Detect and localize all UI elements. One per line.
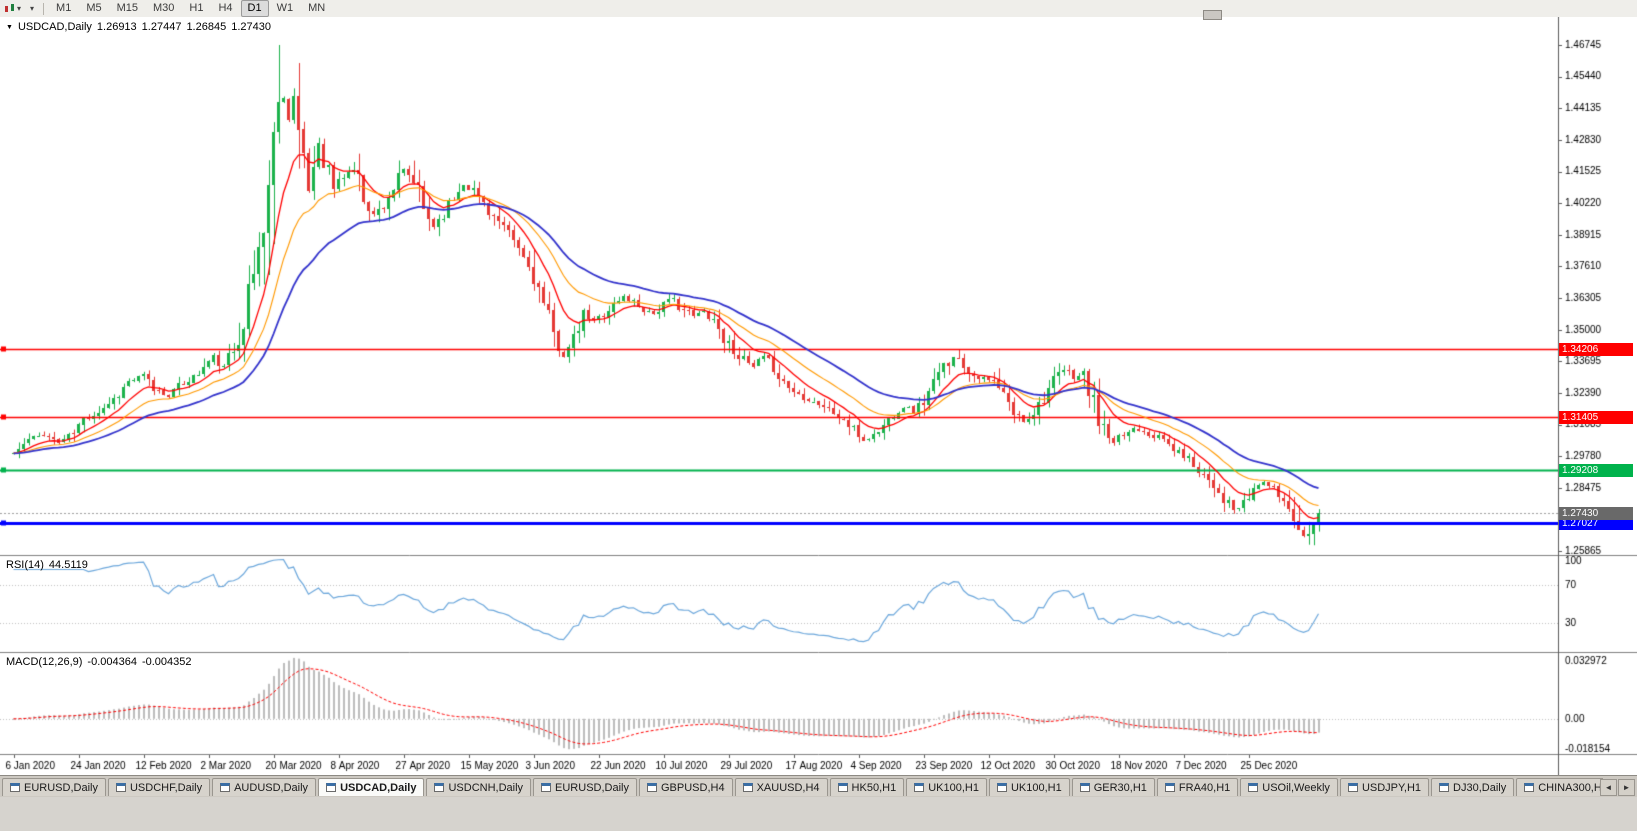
tab-scroll-buttons: ◄ ► xyxy=(1599,779,1635,796)
chart-tab-gbpusd-h4[interactable]: GBPUSD,H4 xyxy=(639,778,733,796)
ohlc-close: 1.27430 xyxy=(231,21,271,33)
chart-tab-label: HK50,H1 xyxy=(851,781,897,794)
macd-value-signal: -0.004352 xyxy=(141,656,192,668)
macd-value-main: -0.004364 xyxy=(87,656,137,668)
chart-tab-label: UK100,H1 xyxy=(1010,781,1062,794)
horizontal-line-price-tag-1.31405[interactable]: 1.31405 xyxy=(1559,411,1633,424)
chart-tab-label: AUDUSD,Daily xyxy=(234,781,309,794)
chart-tab-icon xyxy=(996,783,1007,792)
chart-tab-icon xyxy=(1524,783,1535,792)
chart-tab-icon xyxy=(541,783,552,792)
chart-tab-audusd-daily[interactable]: AUDUSD,Daily xyxy=(212,778,317,796)
timeframe-button-mn[interactable]: MN xyxy=(308,2,326,14)
horizontal-line-price-tag-1.27027[interactable]: 1.27027 xyxy=(1559,517,1633,530)
chart-tab-usdchf-daily[interactable]: USDCHF,Daily xyxy=(107,778,211,796)
chart-tab-label: EURUSD,Daily xyxy=(24,781,98,794)
candlestick-chart-icon xyxy=(5,4,14,12)
macd-indicator-label: MACD(12,26,9) -0.004364 -0.004352 xyxy=(6,656,197,668)
new-chart-button[interactable]: ▾ xyxy=(0,1,25,16)
chart-tab-label: USDCHF,Daily xyxy=(129,781,203,794)
chart-tab-ger30-h1[interactable]: GER30,H1 xyxy=(1071,778,1155,796)
horizontal-line-price-tag-1.34206[interactable]: 1.34206 xyxy=(1559,343,1633,356)
chevron-down-icon: ▾ xyxy=(17,4,22,13)
timeframe-button-h1[interactable]: H1 xyxy=(189,2,204,14)
symbol-dropdown-icon[interactable]: ▼ xyxy=(6,24,13,31)
chart-tab-label: UK100,H1 xyxy=(928,781,979,794)
chart-tab-label: FRA40,H1 xyxy=(1178,781,1231,794)
tabs-scroll-right-button[interactable]: ► xyxy=(1618,779,1635,796)
chart-tab-china300-h1[interactable]: CHINA300,H1 xyxy=(1516,778,1603,796)
tabs-scroll-left-button[interactable]: ◄ xyxy=(1600,779,1617,796)
horizontal-line-price-tag-1.29208[interactable]: 1.29208 xyxy=(1559,464,1633,477)
chart-tab-label: USDCAD,Daily xyxy=(340,781,417,794)
chart-tab-icon xyxy=(914,783,925,792)
timeframe-toolbar: M1 M5 M15 M30 H1 H4 D1 W1 MN xyxy=(49,0,333,17)
chart-tab-label: USDCNH,Daily xyxy=(448,781,524,794)
chart-tab-usoil-weekly[interactable]: USOil,Weekly xyxy=(1240,778,1338,796)
ohlc-high: 1.27447 xyxy=(141,21,182,33)
chart-tab-icon xyxy=(647,783,657,792)
chart-tab-icon xyxy=(10,783,20,792)
timeframe-button-m15[interactable]: M15 xyxy=(116,2,138,14)
timeframe-button-m1[interactable]: M1 xyxy=(56,2,72,14)
chart-tab-icon xyxy=(1439,783,1450,792)
chart-horizontal-scrollbar-thumb[interactable] xyxy=(1203,10,1222,20)
status-bar xyxy=(0,797,1637,831)
chart-tab-icon xyxy=(837,783,848,792)
chart-tab-bar: EURUSD,Daily USDCHF,Daily AUDUSD,Daily USDC… xyxy=(0,775,1637,798)
chart-tab-xauusd-h4[interactable]: XAUUSD,H4 xyxy=(734,778,828,796)
rsi-name: RSI(14) xyxy=(6,559,44,571)
chart-tab-hk50-h1[interactable]: HK50,H1 xyxy=(829,778,905,796)
chart-tab-icon xyxy=(742,783,753,792)
macd-name: MACD(12,26,9) xyxy=(6,656,83,668)
chart-tab-usdcnh-daily[interactable]: USDCNH,Daily xyxy=(426,778,532,796)
chart-ohlc-title: ▼ USDCAD,Daily 1.26913 1.27447 1.26845 1.2743… xyxy=(6,21,276,33)
chart-tab-label: XAUUSD,H4 xyxy=(756,781,820,794)
chart-tab-icon xyxy=(326,783,337,792)
chart-tab-eurusd-daily[interactable]: EURUSD,Daily xyxy=(2,778,106,796)
chart-tab-usdcad-daily[interactable]: USDCAD,Daily xyxy=(318,778,425,796)
timeframe-button-m30[interactable]: M30 xyxy=(153,2,175,14)
chart-tab-label: USOil,Weekly xyxy=(1262,781,1330,794)
chart-tab-icon xyxy=(1248,783,1259,792)
timeframe-button-d1[interactable]: D1 xyxy=(240,0,269,17)
timeframe-button-w1[interactable]: W1 xyxy=(276,2,294,14)
timeframe-button-h4[interactable]: H4 xyxy=(218,2,233,14)
ohlc-open: 1.26913 xyxy=(96,21,137,33)
price-chart-canvas[interactable] xyxy=(0,17,1637,775)
chart-tab-icon xyxy=(115,783,126,792)
chart-tab-label: DJ30,Daily xyxy=(1453,781,1507,794)
chart-tab-uk100-h1[interactable]: UK100,H1 xyxy=(906,778,987,796)
top-toolbar: ▾ ▾ M1 M5 M15 M30 H1 H4 D1 W1 MN xyxy=(0,0,1637,18)
chart-tab-eurusd-daily[interactable]: EURUSD,Daily xyxy=(533,778,637,796)
chart-window: ▼ USDCAD,Daily 1.26913 1.27447 1.26845 1.2743… xyxy=(0,17,1637,775)
profiles-dropdown-button[interactable]: ▾ xyxy=(25,1,38,16)
chart-tab-usdjpy-h1[interactable]: USDJPY,H1 xyxy=(1339,778,1430,796)
timeframe-button-m5[interactable]: M5 xyxy=(86,2,102,14)
chart-tab-label: EURUSD,Daily xyxy=(555,781,629,794)
chart-tabs: EURUSD,Daily USDCHF,Daily AUDUSD,Daily USDC… xyxy=(0,778,1603,798)
chart-tab-icon xyxy=(1347,783,1358,792)
ohlc-low: 1.26845 xyxy=(186,21,227,33)
rsi-indicator-label: RSI(14) 44.5119 xyxy=(6,559,93,571)
chevron-down-icon: ▾ xyxy=(30,4,35,13)
chart-symbol-period: USDCAD,Daily xyxy=(17,21,92,33)
chart-tab-label: GER30,H1 xyxy=(1093,781,1147,794)
chart-tab-uk100-h1[interactable]: UK100,H1 xyxy=(988,778,1070,796)
chart-tab-icon xyxy=(220,783,231,792)
chart-tab-icon xyxy=(434,783,445,792)
chart-tab-icon xyxy=(1079,783,1090,792)
chart-tab-dj30-daily[interactable]: DJ30,Daily xyxy=(1431,778,1515,796)
chart-tab-fra40-h1[interactable]: FRA40,H1 xyxy=(1156,778,1239,796)
chart-tab-label: CHINA300,H1 xyxy=(1538,781,1603,794)
chart-tab-label: GBPUSD,H4 xyxy=(661,781,725,794)
toolbar-separator xyxy=(43,2,45,15)
current-price-tag: 1.27430 xyxy=(1559,507,1633,520)
chart-tab-label: USDJPY,H1 xyxy=(1361,781,1422,794)
chart-tab-icon xyxy=(1164,783,1175,792)
rsi-value: 44.5119 xyxy=(48,559,88,571)
